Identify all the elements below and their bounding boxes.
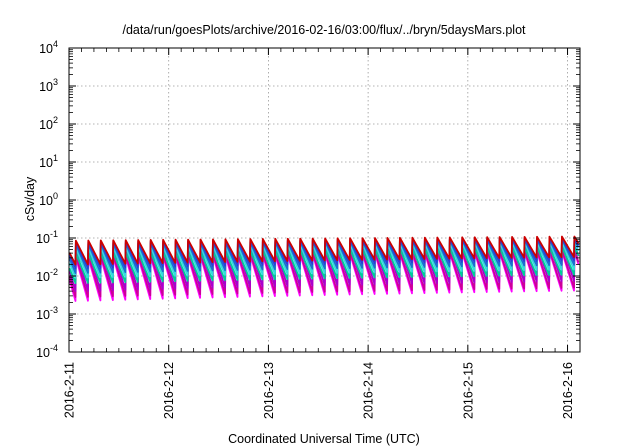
x-tick-label: 2016-2-11 (63, 362, 77, 418)
y-tick-label: 10-1 (36, 229, 58, 246)
x-tick-label: 2016-2-12 (162, 362, 176, 419)
y-tick-label: 104 (39, 39, 58, 56)
y-tick-label: 10-3 (36, 305, 58, 322)
y-tick-label: 10-4 (36, 343, 58, 360)
y-axis-label: cSv/day (23, 176, 37, 221)
y-tick-label: 10-2 (36, 267, 58, 284)
series-line (68, 245, 580, 285)
y-tick-label: 102 (39, 115, 58, 132)
tick-group: 10-4 10-3 10-2 10-1 100 101 102 103 104 2016-2-11… (36, 39, 580, 419)
series-line (68, 235, 580, 266)
x-tick-label: 2016-2-16 (561, 362, 575, 419)
series-line (68, 248, 580, 298)
series-line (68, 240, 580, 279)
x-tick-label: 2016-2-14 (362, 362, 376, 419)
grid (69, 48, 580, 352)
y-tick-label: 103 (39, 77, 58, 94)
x-tick-label: 2016-2-13 (262, 362, 276, 419)
chart-title: /data/run/goesPlots/archive/2016-02-16/0… (122, 23, 526, 37)
y-tick-label: 101 (39, 153, 58, 170)
y-tick-label: 100 (39, 191, 58, 208)
x-tick-label: 2016-2-15 (461, 362, 475, 419)
plot-frame (68, 47, 581, 353)
series-line (68, 237, 580, 274)
series-line (68, 237, 580, 270)
series-group (68, 235, 580, 302)
x-axis-label: Coordinated Universal Time (UTC) (228, 432, 420, 446)
